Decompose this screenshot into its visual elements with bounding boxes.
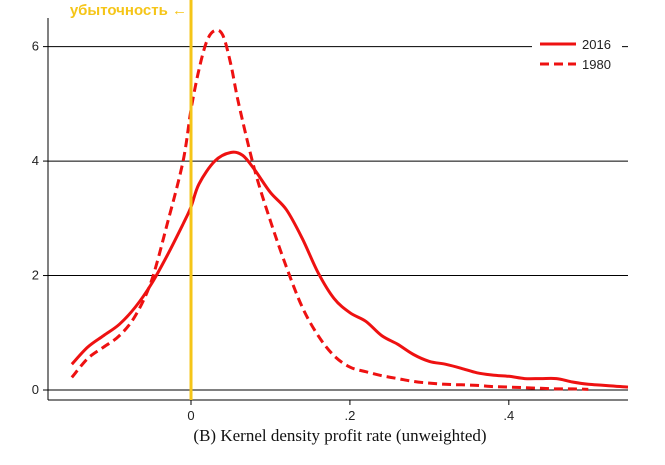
breakeven-annotation: убыточность ← xyxy=(70,2,187,19)
chart-title: (B) Kernel density profit rate (unweight… xyxy=(193,426,486,445)
reference-line: убыточность ← xyxy=(70,0,193,400)
legend-box xyxy=(532,30,622,74)
x-tick-label: .2 xyxy=(344,408,355,423)
series-lines xyxy=(70,28,629,391)
grid-lines xyxy=(48,46,628,391)
tick-labels: 0 2 4 6 0 .2 .4 xyxy=(32,39,514,423)
y-tick-label: 6 xyxy=(32,39,39,54)
axes xyxy=(47,18,628,401)
legend: 2016 1980 xyxy=(532,30,622,74)
series-line-2016 xyxy=(70,150,629,389)
y-tick-label: 2 xyxy=(32,268,39,283)
x-tick-label: 0 xyxy=(187,408,194,423)
y-tick-label: 0 xyxy=(32,382,39,397)
series-line-1980 xyxy=(70,28,589,391)
y-tick-label: 4 xyxy=(32,153,39,168)
x-tick-label: .4 xyxy=(503,408,514,423)
legend-label-2016: 2016 xyxy=(582,37,611,52)
legend-label-1980: 1980 xyxy=(582,57,611,72)
